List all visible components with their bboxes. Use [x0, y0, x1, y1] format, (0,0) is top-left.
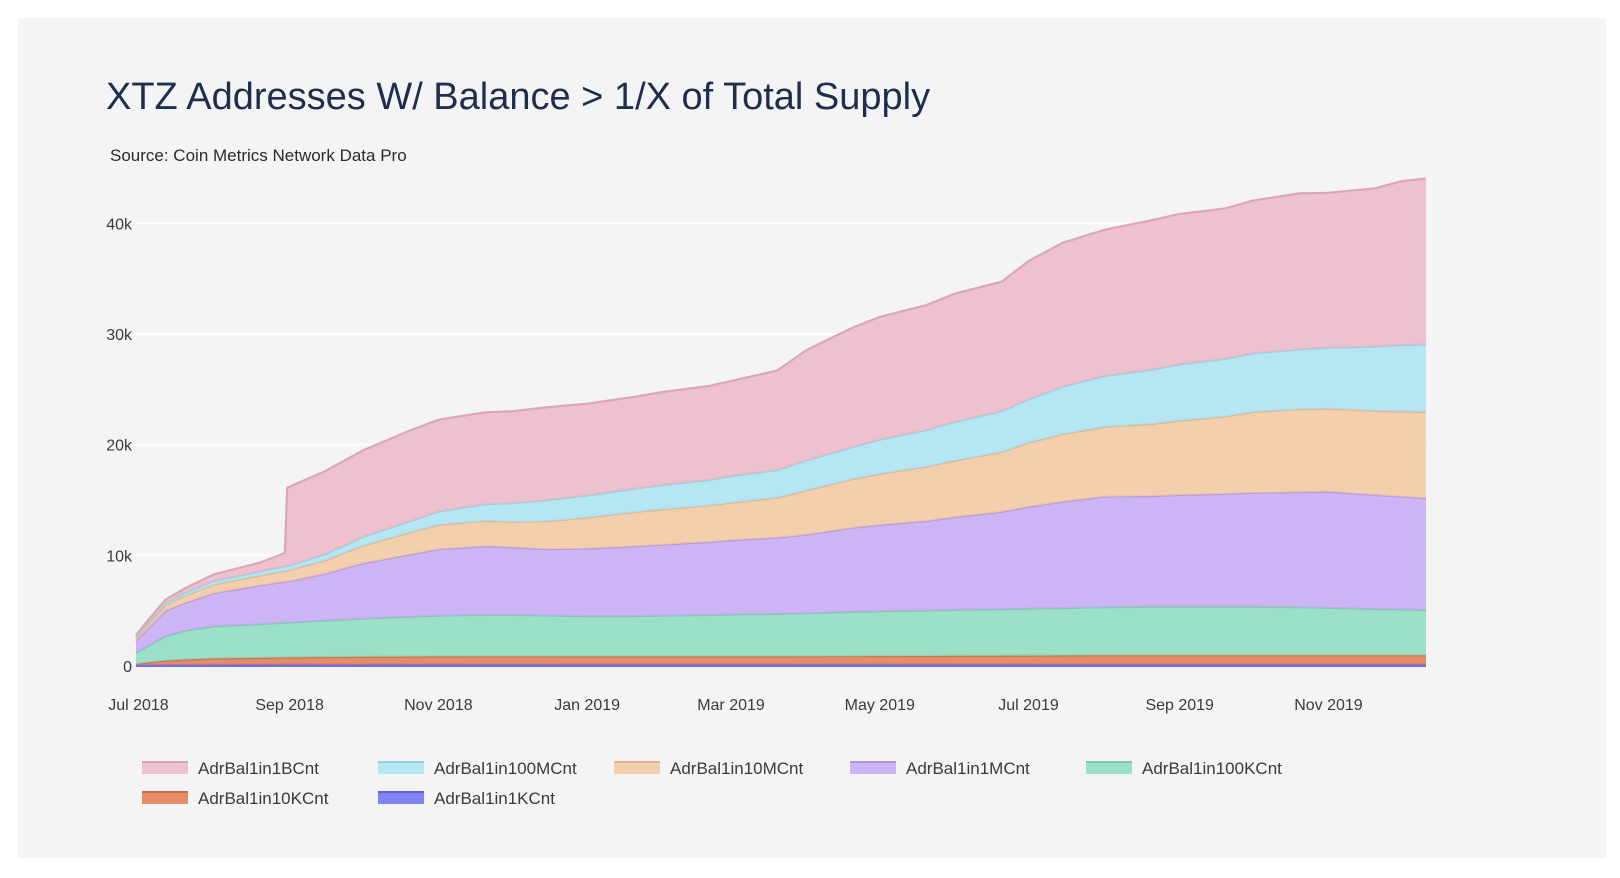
area-AdrBal1in100MCnt: [136, 344, 1426, 639]
chart-panel: XTZ Addresses W/ Balance > 1/X of Total …: [18, 18, 1606, 858]
legend-item: AdrBal1in1BCnt: [142, 759, 319, 778]
legend-swatch: [378, 762, 424, 774]
x-tick-label: Mar 2019: [697, 697, 765, 714]
y-tick-label: 40k: [106, 216, 133, 233]
legend-label: AdrBal1in10KCnt: [198, 789, 329, 808]
area-AdrBal1in10KCnt: [136, 655, 1426, 666]
y-tick-label: 20k: [106, 438, 133, 455]
line-AdrBal1in1BCnt: [135, 177, 1427, 636]
legend-item: AdrBal1in100KCnt: [1086, 759, 1282, 778]
legend-swatch: [378, 792, 424, 804]
legend-label: AdrBal1in10MCnt: [670, 759, 804, 778]
x-tick-label: Jan 2019: [554, 697, 620, 714]
x-tick-label: Sep 2018: [255, 697, 324, 714]
legend-swatch: [614, 762, 660, 774]
x-tick-label: Nov 2019: [1294, 697, 1363, 714]
legend-swatch: [850, 762, 896, 774]
legend-item: AdrBal1in1MCnt: [850, 759, 1030, 778]
area-AdrBal1in1MCnt: [136, 491, 1426, 654]
area-AdrBal1in100KCnt: [136, 606, 1426, 665]
legend-label: AdrBal1in1BCnt: [198, 759, 319, 778]
area-AdrBal1in1BCnt: [136, 178, 1426, 638]
y-tick-label: 0: [123, 659, 132, 676]
axis-layer: 0 10k 20k 30k 40k Jul 2018 Sep 2018 Nov 2018 Jan…: [106, 216, 1426, 714]
legend-label: AdrBal1in1KCnt: [434, 789, 555, 808]
legend: AdrBal1in1BCnt AdrBal1in100MCnt AdrBal1in1…: [142, 759, 1282, 808]
area-layer: [135, 177, 1427, 667]
stacked-area-chart: 0 10k 20k 30k 40k Jul 2018 Sep 2018 Nov 2018 Jan…: [106, 177, 1427, 808]
x-tick-label: Nov 2018: [404, 697, 473, 714]
area-AdrBal1in10MCnt: [136, 408, 1426, 641]
legend-swatch: [142, 792, 188, 804]
chart-title: XTZ Addresses W/ Balance > 1/X of Total …: [106, 76, 931, 118]
chart-subtitle: Source: Coin Metrics Network Data Pro: [110, 146, 407, 165]
x-tick-label: May 2019: [845, 697, 915, 714]
y-tick-label: 10k: [106, 548, 133, 565]
y-tick-label: 30k: [106, 327, 133, 344]
legend-label: AdrBal1in100MCnt: [434, 759, 577, 778]
x-tick-label: Jul 2019: [998, 697, 1059, 714]
legend-item: AdrBal1in10KCnt: [142, 789, 329, 808]
x-tick-label: Jul 2018: [108, 697, 169, 714]
x-tick-label: Sep 2019: [1145, 697, 1214, 714]
legend-label: AdrBal1in100KCnt: [1142, 759, 1282, 778]
legend-item: AdrBal1in10MCnt: [614, 759, 804, 778]
legend-swatch: [1086, 762, 1132, 774]
legend-item: AdrBal1in100MCnt: [378, 759, 577, 778]
legend-label: AdrBal1in1MCnt: [906, 759, 1030, 778]
legend-swatch: [142, 762, 188, 774]
legend-item: AdrBal1in1KCnt: [378, 789, 555, 808]
